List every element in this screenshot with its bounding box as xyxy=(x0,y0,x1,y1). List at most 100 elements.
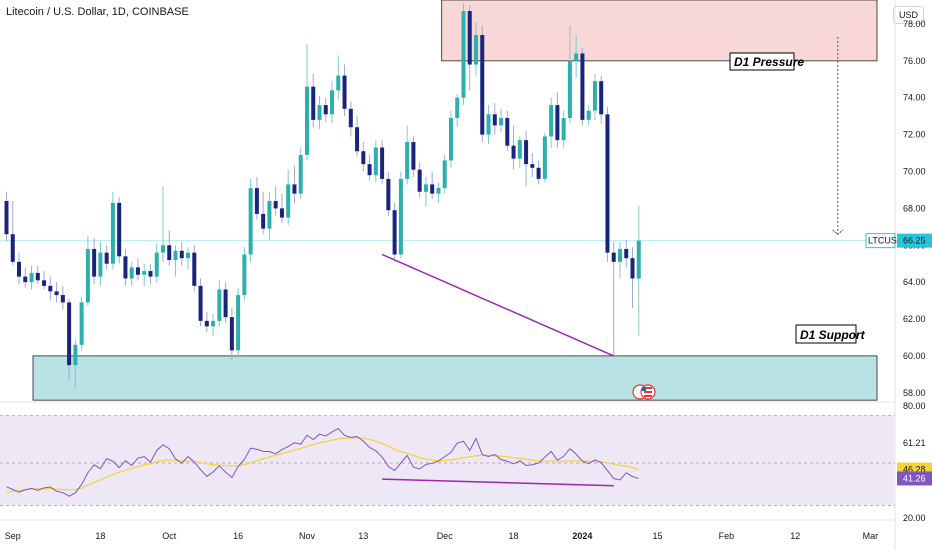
candle-body xyxy=(361,151,366,165)
candle-body xyxy=(492,114,497,126)
candle xyxy=(129,261,134,286)
candle-body xyxy=(117,202,122,257)
candle-body xyxy=(98,252,103,277)
candle-body xyxy=(511,145,516,159)
candle xyxy=(455,94,460,128)
candle-body xyxy=(355,127,360,152)
rsi-level-label: 61.21 xyxy=(903,438,926,448)
zone-support xyxy=(32,355,878,401)
candle-body xyxy=(60,295,65,303)
candle xyxy=(267,191,272,240)
candle xyxy=(179,241,184,266)
candle xyxy=(54,282,59,303)
candle-body xyxy=(42,280,47,286)
candle-body xyxy=(35,272,40,281)
candle-body xyxy=(179,250,184,259)
candle xyxy=(73,339,78,390)
candle-body xyxy=(311,86,316,120)
candle xyxy=(530,153,535,178)
candle xyxy=(392,202,397,262)
candles-layer xyxy=(4,3,641,390)
candle xyxy=(154,243,159,283)
candle xyxy=(398,171,403,259)
candle xyxy=(505,110,510,152)
candle xyxy=(592,73,597,120)
candle xyxy=(586,105,591,126)
annotations-layer: D1 Pressure D1 Support xyxy=(381,36,866,357)
candle xyxy=(286,169,291,225)
candle xyxy=(474,22,478,76)
candle-body xyxy=(586,110,591,120)
candle xyxy=(355,116,360,157)
candle-body xyxy=(292,184,297,194)
rsi-value-badge xyxy=(897,471,932,486)
candle-body xyxy=(480,35,485,135)
candle xyxy=(23,267,28,288)
candle xyxy=(461,3,466,106)
candle xyxy=(367,154,372,181)
price-tick-label: 58.00 xyxy=(903,388,926,398)
candle xyxy=(60,285,65,310)
candle xyxy=(92,237,97,284)
candle xyxy=(599,75,604,124)
candle xyxy=(104,245,109,270)
candle xyxy=(611,241,616,356)
candle-body xyxy=(342,75,347,109)
candle xyxy=(636,206,641,336)
candle xyxy=(480,25,485,142)
candle-body xyxy=(142,271,147,275)
currency-selector[interactable]: USD xyxy=(892,6,924,24)
price-axis: 58.0060.0062.0064.0066.0068.0070.0072.00… xyxy=(865,19,932,398)
candle xyxy=(217,280,222,327)
time-tick-label: Sep xyxy=(5,531,21,541)
time-tick-label: 15 xyxy=(653,531,663,541)
candle xyxy=(405,125,410,185)
candle xyxy=(330,81,335,124)
candle-body xyxy=(110,202,115,264)
candle-body xyxy=(273,201,278,209)
price-tick-label: 68.00 xyxy=(903,203,926,213)
candle xyxy=(417,162,422,198)
candle xyxy=(242,247,247,301)
d1-support-label: D1 Support xyxy=(800,328,866,342)
candle xyxy=(361,141,366,172)
candle xyxy=(448,110,453,168)
candle-body xyxy=(630,258,635,279)
candle xyxy=(555,92,560,148)
candle-body xyxy=(330,90,335,115)
candle-body xyxy=(204,320,209,327)
candle xyxy=(542,132,547,183)
economic-events-icon[interactable] xyxy=(632,384,656,400)
candle-body xyxy=(73,344,78,366)
chart-title: Litecoin / U.S. Dollar, 1D, COINBASE xyxy=(6,6,189,18)
candle-body xyxy=(536,167,541,179)
candle xyxy=(10,201,15,266)
candle-body xyxy=(279,208,284,218)
candle-body xyxy=(524,140,529,165)
candle-body xyxy=(398,178,403,255)
candle-body xyxy=(129,267,134,279)
time-tick-label: 2024 xyxy=(572,531,592,541)
candle-body xyxy=(580,53,585,120)
candle-body xyxy=(254,188,259,214)
candle-body xyxy=(198,285,203,321)
time-tick-label: 13 xyxy=(358,531,368,541)
candle xyxy=(436,182,441,203)
price-tick-label: 70.00 xyxy=(903,166,926,176)
price-tick-label: 60.00 xyxy=(903,351,926,361)
price-tick-label: 62.00 xyxy=(903,314,926,324)
last-price-badge xyxy=(897,233,932,248)
price-tick-label: 78.00 xyxy=(903,19,926,29)
candle xyxy=(273,186,278,216)
candle xyxy=(380,140,385,185)
candle xyxy=(110,191,115,270)
candle xyxy=(617,241,622,279)
candle xyxy=(499,108,504,133)
candle-body xyxy=(67,302,72,366)
candle-body xyxy=(236,295,241,351)
candle xyxy=(211,313,216,336)
candle-body xyxy=(29,272,34,283)
candle-body xyxy=(442,160,447,189)
candle xyxy=(492,103,497,135)
